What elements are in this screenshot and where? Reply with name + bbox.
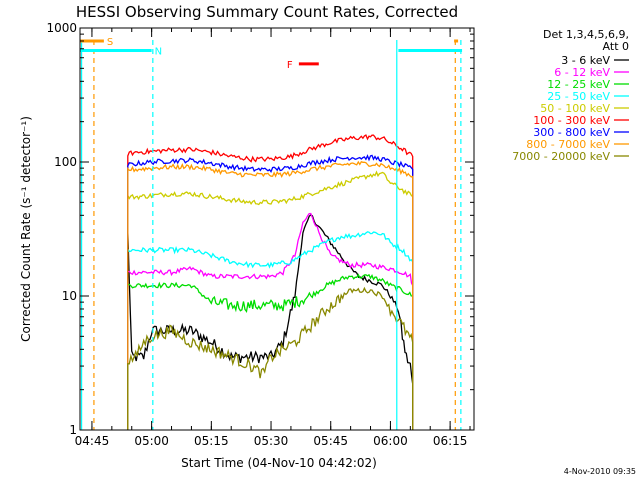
x-tick-label: 04:45 <box>75 434 110 448</box>
series-line <box>127 231 414 430</box>
vertical-lines-layer <box>80 40 462 430</box>
series-line <box>127 212 414 430</box>
annotation-label: N <box>155 46 162 57</box>
legend-entry-label: 300 - 800 keV <box>533 126 610 139</box>
legend-entry-label: 800 - 7000 keV <box>526 138 610 151</box>
y-tick-label: 100 <box>54 155 77 169</box>
y-tick-label: 10 <box>62 289 77 303</box>
plot-frame <box>79 27 475 431</box>
series-line <box>127 286 414 430</box>
series-line <box>127 273 414 430</box>
legend-entry-label: 25 - 50 keV <box>547 90 610 103</box>
annotation-label: S <box>107 37 113 48</box>
series-line <box>127 170 414 430</box>
x-tick-label: 05:15 <box>194 434 229 448</box>
y-axis-label: Corrected Count Rate (s⁻¹ detector⁻¹) <box>19 116 33 342</box>
legend-header: Det 1,3,4,5,6,9, <box>543 28 629 41</box>
x-axis-label: Start Time (04-Nov-10 04:42:02) <box>181 456 377 470</box>
x-tick-label: 06:00 <box>373 434 408 448</box>
legend-entry-label: 100 - 300 keV <box>533 114 610 127</box>
x-tick-label: 05:45 <box>313 434 348 448</box>
legend-entry-label: 12 - 25 keV <box>547 78 610 91</box>
series-line <box>127 154 414 430</box>
series-layer <box>127 134 414 430</box>
series-line <box>127 160 414 430</box>
legend-header: Att 0 <box>603 40 629 53</box>
x-tick-label: 06:15 <box>433 434 468 448</box>
legend-entry-label: 3 - 6 keV <box>561 54 610 67</box>
x-tick-label: 05:30 <box>254 434 289 448</box>
annotation-label: F <box>287 60 293 71</box>
series-line <box>127 134 414 430</box>
legend-entry-label: 7000 - 20000 keV <box>512 150 610 163</box>
legend-entry-label: 6 - 12 keV <box>554 66 610 79</box>
y-tick-label: 1 <box>69 423 77 437</box>
x-tick-label: 05:00 <box>134 434 169 448</box>
y-tick-label: 1000 <box>46 21 77 35</box>
axes-layer: 04:45 05:00 05:15 05:30 05:45 06:00 06:15 1 10 10… <box>46 21 474 448</box>
chart-title: HESSI Observing Summary Count Rates, Cor… <box>76 3 458 21</box>
legend-entry-label: 50 - 100 keV <box>540 102 610 115</box>
timestamp: 4-Nov-2010 09:35 <box>564 467 636 476</box>
